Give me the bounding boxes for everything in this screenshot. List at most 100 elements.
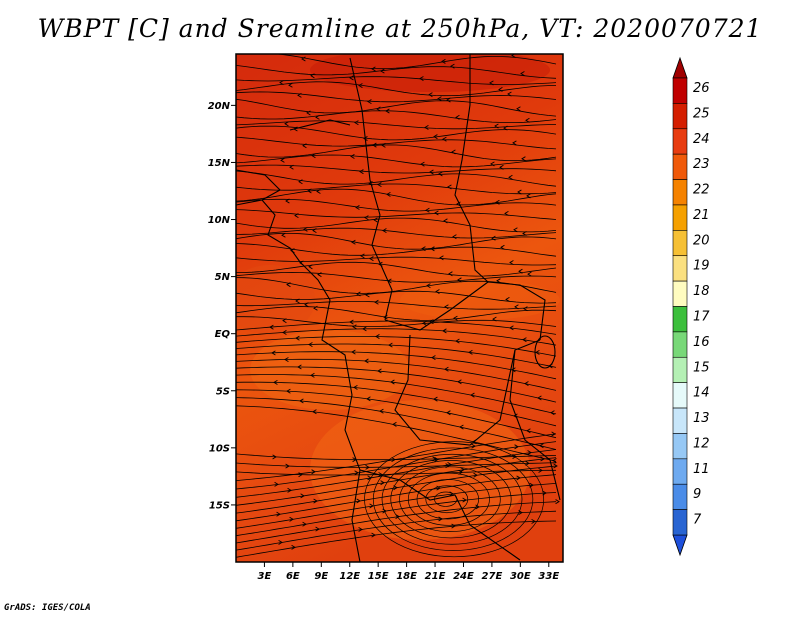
streamline-arrow xyxy=(311,469,316,475)
streamline-arrow xyxy=(298,179,303,185)
colorbar-label: 23 xyxy=(693,157,710,172)
colorbar-swatch xyxy=(672,356,688,383)
streamline-arrow xyxy=(447,461,452,467)
streamline xyxy=(236,520,557,558)
streamline xyxy=(236,227,557,239)
streamline-arrow xyxy=(366,396,371,402)
streamline-arrow xyxy=(471,443,476,449)
streamline-arrow xyxy=(358,526,363,532)
colorbar-label: 22 xyxy=(693,183,710,198)
streamline-arrow xyxy=(538,467,543,473)
warm-patch xyxy=(236,265,315,335)
streamline xyxy=(236,306,557,321)
streamline-arrow xyxy=(312,409,317,415)
streamline-arrow xyxy=(298,472,303,478)
colorbar-label: 11 xyxy=(693,462,710,477)
streamline-arrow xyxy=(491,235,496,241)
lat-tick-label: 5S xyxy=(216,386,230,397)
streamline xyxy=(236,483,557,529)
streamline-arrow xyxy=(392,421,397,427)
axis-ticks: 20N 15N 10N 5N EQ 5S 10S 15S 3E 6E 9E 12E 15E 18E 21E 2… xyxy=(208,101,560,582)
streamline-arrow xyxy=(453,315,458,321)
streamline-arrow xyxy=(367,99,372,105)
streamline-arrow xyxy=(499,164,504,170)
streamline-arrow xyxy=(294,213,299,219)
streamline-arrow xyxy=(388,342,393,348)
streamline xyxy=(236,320,557,335)
lon-tick-label: 30E xyxy=(510,571,531,582)
streamline-arrow xyxy=(308,264,313,270)
country-border xyxy=(454,54,489,283)
colorbar-label: 16 xyxy=(693,335,710,350)
streamline xyxy=(236,290,557,304)
lat-tick-label: 10S xyxy=(209,443,230,454)
colorbar-label: 25 xyxy=(693,106,710,121)
streamline-arrow xyxy=(507,91,512,97)
streamline-arrow xyxy=(552,458,557,464)
streamline-arrow xyxy=(525,117,530,123)
colorbar-label: 20 xyxy=(693,233,710,248)
streamline-arrow xyxy=(303,226,308,232)
lon-tick-label: 27E xyxy=(482,571,503,582)
streamline xyxy=(236,492,557,537)
streamline-arrow xyxy=(537,395,542,401)
colorbar-label: 15 xyxy=(693,360,710,375)
colorbar-swatch xyxy=(672,128,688,155)
streamline-arrow xyxy=(380,480,385,486)
streamline-arrow xyxy=(551,431,556,437)
lat-tick-label: 15S xyxy=(209,500,230,511)
colorbar-swatch xyxy=(672,103,688,130)
streamline-arrow xyxy=(441,58,446,64)
streamline-arrow xyxy=(354,120,359,126)
streamline-arrow xyxy=(369,503,374,509)
colorbar-swatch xyxy=(672,230,688,257)
streamline-arrow xyxy=(315,114,320,120)
streamline-arrow xyxy=(490,161,495,167)
streamline-arrow xyxy=(282,318,287,324)
streamline xyxy=(236,271,557,283)
streamline xyxy=(236,125,557,141)
streamline xyxy=(236,243,557,257)
colorbar-label: 18 xyxy=(693,284,710,299)
streamline-arrow xyxy=(516,106,521,112)
streamline-arrow xyxy=(375,334,380,339)
lon-tick-label: 3E xyxy=(258,571,272,582)
colorbar-swatch xyxy=(672,382,688,409)
streamline-arrow xyxy=(281,232,286,238)
lake-outline xyxy=(534,335,556,369)
streamline xyxy=(236,381,557,427)
streamline-arrow xyxy=(514,444,519,450)
streamline-arrow xyxy=(308,342,313,347)
country-border xyxy=(509,349,561,501)
streamline-arrow xyxy=(492,316,497,322)
streamline-arrow xyxy=(358,83,363,88)
colorbar-swatch xyxy=(672,306,688,333)
streamline xyxy=(236,441,557,490)
country-border xyxy=(236,169,281,201)
streamline-arrow xyxy=(371,532,376,538)
lat-tick-label: 20N xyxy=(208,101,231,112)
streamline-arrow xyxy=(495,199,500,205)
streamline-arrow xyxy=(302,143,307,149)
colorbar-label: 12 xyxy=(693,436,710,451)
streamline xyxy=(236,474,557,522)
lat-tick-label: 15N xyxy=(208,158,231,169)
lon-tick-label: 24E xyxy=(453,571,474,582)
country-border xyxy=(349,57,393,321)
country-border xyxy=(299,261,361,562)
streamline-arrow xyxy=(349,75,354,81)
map-frame xyxy=(235,53,564,563)
streamline-arrow xyxy=(364,215,369,221)
colorbar-swatch xyxy=(672,153,688,180)
streamline-arrow xyxy=(297,364,302,370)
streamline-arrow xyxy=(442,136,447,142)
colorbar-swatch xyxy=(672,433,688,460)
streamline-arrow xyxy=(269,324,274,330)
streamline-arrow xyxy=(351,239,356,245)
streamline-arrow xyxy=(372,142,377,148)
country-borders xyxy=(236,54,561,562)
streamline-arrow xyxy=(435,289,440,295)
streamline-arrow xyxy=(299,398,304,404)
streamline-arrow xyxy=(378,472,383,477)
gyre-streamline xyxy=(399,466,501,532)
